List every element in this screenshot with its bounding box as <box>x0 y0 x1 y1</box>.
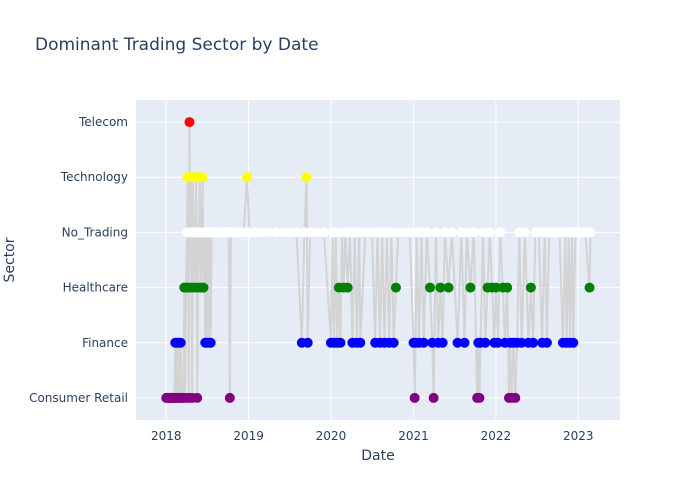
x-axis-ticks: 2018 2019 2020 2021 2022 2023 <box>151 429 594 443</box>
data-point <box>484 227 495 238</box>
y-tick-label: Consumer Retail <box>29 391 128 405</box>
data-point <box>192 392 203 403</box>
data-point <box>443 282 454 293</box>
y-tick-label: No_Trading <box>62 225 128 239</box>
data-point <box>291 227 302 238</box>
x-tick-label: 2019 <box>233 429 264 443</box>
data-point <box>421 227 432 238</box>
data-point <box>439 227 450 238</box>
data-point <box>490 282 501 293</box>
series-points <box>161 117 596 403</box>
data-point <box>418 337 429 348</box>
data-point <box>446 227 457 238</box>
chart-title: Dominant Trading Sector by Date <box>35 35 319 55</box>
data-point <box>175 337 186 348</box>
data-point <box>224 392 235 403</box>
data-point <box>474 392 485 403</box>
data-point <box>525 282 536 293</box>
data-point <box>568 337 579 348</box>
data-point <box>305 227 316 238</box>
x-tick-label: 2023 <box>563 429 594 443</box>
data-point <box>197 172 208 183</box>
data-point <box>465 282 476 293</box>
data-point <box>585 227 596 238</box>
data-point <box>270 227 281 238</box>
data-point <box>461 227 472 238</box>
y-tick-label: Telecom <box>78 115 128 129</box>
y-axis-title: Sector <box>2 237 18 282</box>
data-point <box>242 172 253 183</box>
x-tick-label: 2018 <box>151 429 182 443</box>
y-tick-label: Healthcare <box>63 281 128 295</box>
y-tick-label: Finance <box>82 336 128 350</box>
data-point <box>435 282 446 293</box>
data-point <box>205 337 216 348</box>
data-point <box>468 227 479 238</box>
data-point <box>492 337 503 348</box>
data-point <box>198 282 209 293</box>
data-point <box>342 282 353 293</box>
data-point <box>520 227 531 238</box>
data-point <box>388 337 399 348</box>
data-point <box>302 337 313 348</box>
data-point <box>404 227 415 238</box>
y-axis-ticks: Consumer Retail Finance Healthcare No_Tradi… <box>29 115 128 405</box>
x-tick-label: 2021 <box>398 429 429 443</box>
data-point <box>495 227 506 238</box>
data-point <box>430 227 441 238</box>
data-point <box>390 282 401 293</box>
data-point <box>437 337 448 348</box>
data-point <box>318 227 329 238</box>
data-point <box>541 337 552 348</box>
x-tick-label: 2020 <box>316 429 347 443</box>
data-point <box>184 117 195 128</box>
y-tick-label: Technology <box>60 170 128 184</box>
data-point <box>301 172 312 183</box>
data-point <box>256 227 267 238</box>
data-point <box>452 337 463 348</box>
x-tick-label: 2022 <box>481 429 512 443</box>
x-axis-title: Date <box>361 448 394 464</box>
data-point <box>510 392 521 403</box>
data-point <box>335 337 346 348</box>
data-point <box>480 337 491 348</box>
data-point <box>428 392 439 403</box>
data-point <box>284 227 295 238</box>
data-point <box>584 282 595 293</box>
data-point <box>425 282 436 293</box>
data-point <box>355 337 366 348</box>
data-point <box>502 282 513 293</box>
data-point <box>528 337 539 348</box>
data-point <box>459 337 470 348</box>
data-point <box>409 392 420 403</box>
